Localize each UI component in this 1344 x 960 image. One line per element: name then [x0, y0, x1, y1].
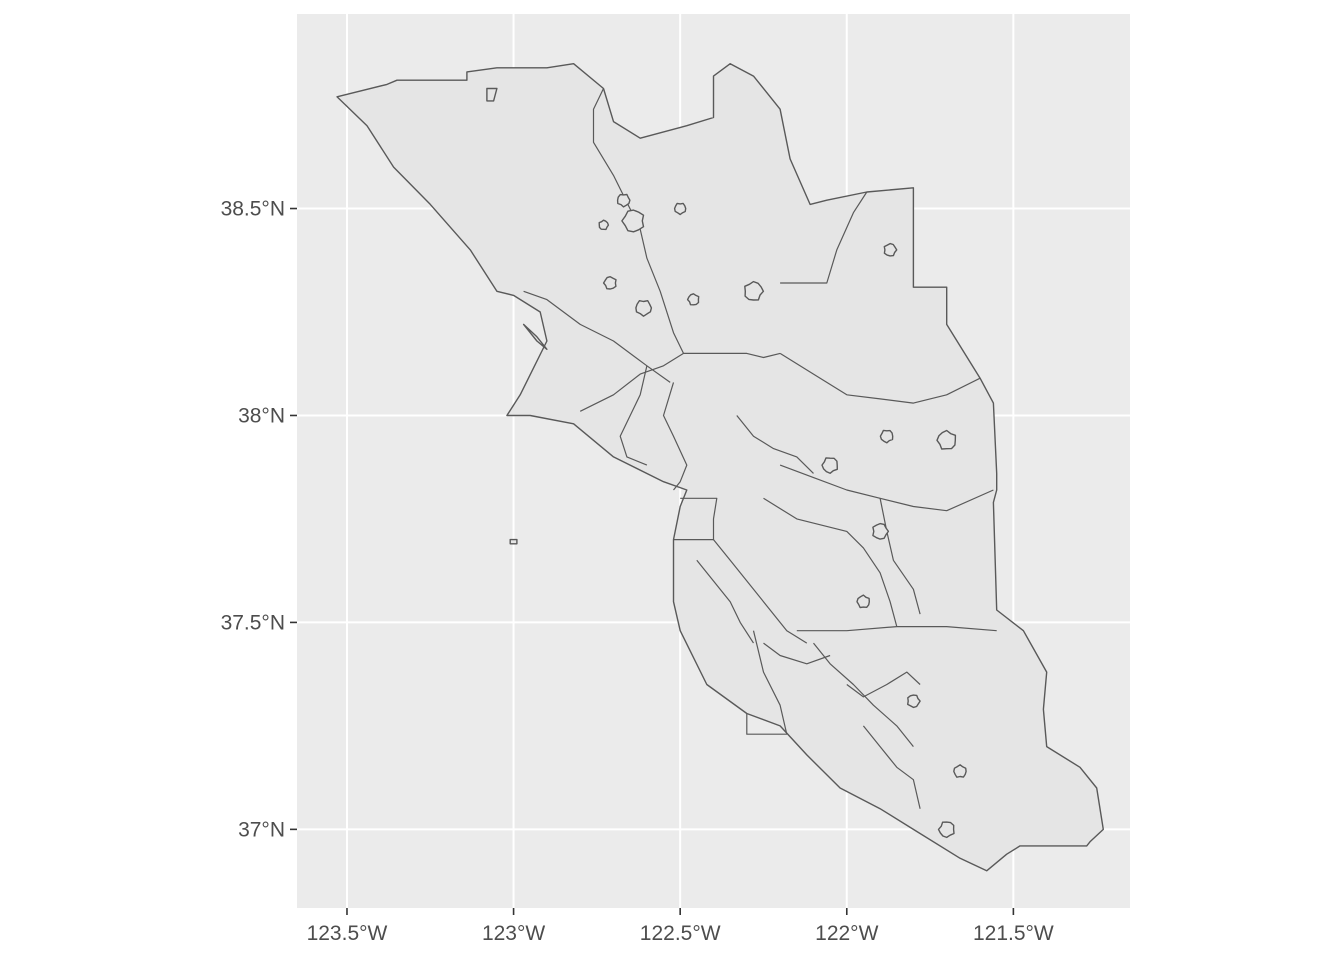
boundary-1	[683, 352, 781, 359]
boundary-11	[763, 497, 898, 627]
city-outline-12	[856, 594, 870, 609]
city-outline-3	[602, 276, 617, 290]
city-outline-2	[598, 219, 610, 231]
city-outline-11	[872, 522, 890, 540]
y-tick-label: 38.5°N	[221, 198, 285, 221]
city-outline-1	[616, 193, 631, 208]
boundary-6	[673, 497, 718, 541]
x-tick-label: 122.5°W	[640, 922, 721, 945]
boundary-14	[736, 415, 814, 474]
boundary-19	[696, 559, 755, 644]
city-outline-10	[879, 429, 894, 444]
boundary-3	[579, 352, 684, 412]
boundary-5	[662, 382, 688, 491]
city-outline-4	[635, 300, 653, 317]
region-point-reyes-spit	[522, 323, 548, 350]
city-outline-6	[686, 293, 700, 306]
city-outlines	[598, 193, 967, 839]
city-boundaries	[523, 88, 997, 809]
x-axis: 123.5°W 123°W 122.5°W 122°W 121.5°W	[307, 908, 1054, 945]
boundary-17	[862, 725, 921, 809]
city-outline-14	[907, 694, 921, 709]
boundary-12	[779, 352, 981, 404]
city-outline-16	[937, 821, 955, 839]
city-outline-8	[883, 242, 898, 257]
y-axis: 38.5°N 38°N 37.5°N 37°N	[221, 198, 297, 841]
region-outer-bay-area	[336, 63, 1104, 872]
x-tick-label: 123.5°W	[307, 922, 388, 945]
boundary-7	[713, 539, 808, 644]
boundary-15	[879, 498, 921, 615]
city-outline-15	[953, 764, 967, 778]
city-outline-0	[621, 209, 645, 233]
y-tick-label: 37°N	[238, 818, 285, 841]
boundary-8	[746, 630, 788, 735]
city-outline-7	[673, 202, 687, 216]
city-outline-13	[821, 457, 838, 474]
x-tick-label: 122°W	[815, 922, 878, 945]
boundary-16	[813, 642, 914, 747]
x-tick-label: 123°W	[482, 922, 545, 945]
boundary-13	[619, 365, 648, 466]
region-island-1	[486, 87, 498, 102]
boundary-18	[846, 671, 921, 698]
boundary-20	[763, 642, 831, 665]
y-tick-label: 37.5°N	[221, 611, 285, 634]
boundary-2	[780, 191, 868, 284]
city-outline-9	[936, 429, 957, 450]
x-tick-label: 121.5°W	[973, 922, 1054, 945]
boundary-4	[523, 290, 671, 383]
y-tick-label: 38°N	[238, 404, 285, 427]
region-island-2	[509, 538, 518, 545]
county-regions	[336, 63, 1104, 872]
city-outline-5	[744, 280, 765, 301]
